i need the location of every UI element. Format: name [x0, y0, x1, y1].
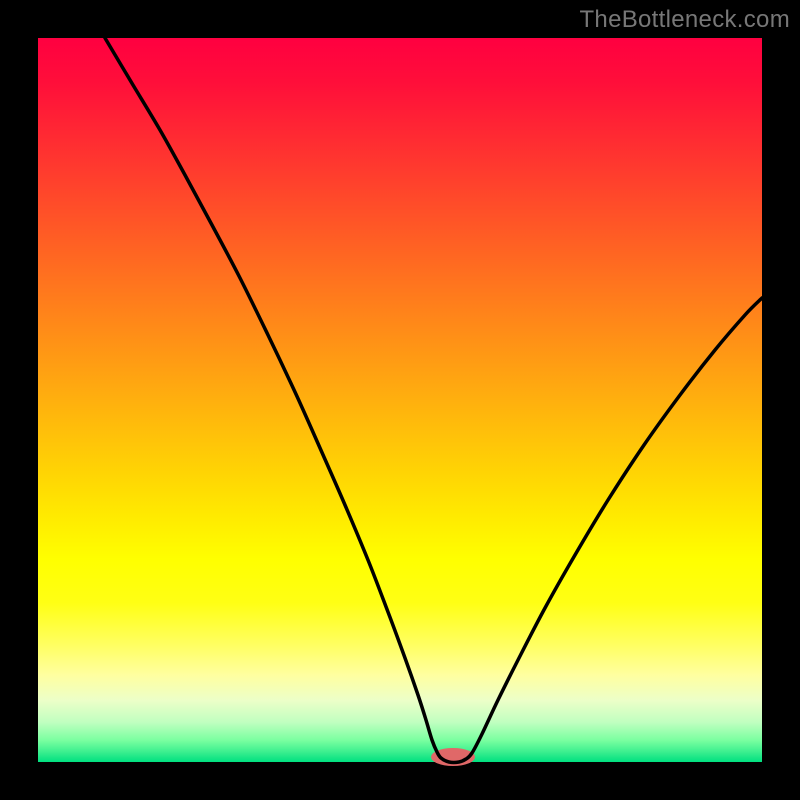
watermark-label: TheBottleneck.com — [579, 6, 790, 34]
chart-container: { "source_watermark": "TheBottleneck.com… — [0, 0, 800, 800]
bottleneck-chart — [0, 0, 800, 800]
plot-background — [38, 38, 762, 762]
